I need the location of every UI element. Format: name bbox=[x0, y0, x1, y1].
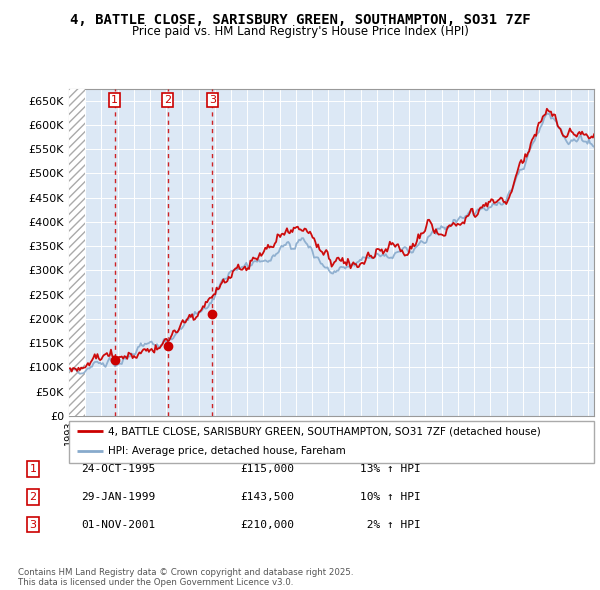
Text: 2: 2 bbox=[164, 95, 171, 105]
Text: Price paid vs. HM Land Registry's House Price Index (HPI): Price paid vs. HM Land Registry's House … bbox=[131, 25, 469, 38]
Text: 2% ↑ HPI: 2% ↑ HPI bbox=[360, 520, 421, 529]
Text: 2: 2 bbox=[29, 492, 37, 502]
Text: Contains HM Land Registry data © Crown copyright and database right 2025.
This d: Contains HM Land Registry data © Crown c… bbox=[18, 568, 353, 587]
Text: 24-OCT-1995: 24-OCT-1995 bbox=[81, 464, 155, 474]
Text: £115,000: £115,000 bbox=[240, 464, 294, 474]
Text: 13% ↑ HPI: 13% ↑ HPI bbox=[360, 464, 421, 474]
Text: HPI: Average price, detached house, Fareham: HPI: Average price, detached house, Fare… bbox=[109, 446, 346, 456]
Text: £143,500: £143,500 bbox=[240, 492, 294, 502]
Text: 1: 1 bbox=[111, 95, 118, 105]
Text: 10% ↑ HPI: 10% ↑ HPI bbox=[360, 492, 421, 502]
Text: 1: 1 bbox=[29, 464, 37, 474]
Bar bbox=[69, 86, 85, 416]
Text: 3: 3 bbox=[209, 95, 216, 105]
Text: £210,000: £210,000 bbox=[240, 520, 294, 529]
Text: 29-JAN-1999: 29-JAN-1999 bbox=[81, 492, 155, 502]
Text: 4, BATTLE CLOSE, SARISBURY GREEN, SOUTHAMPTON, SO31 7ZF: 4, BATTLE CLOSE, SARISBURY GREEN, SOUTHA… bbox=[70, 13, 530, 27]
Text: 4, BATTLE CLOSE, SARISBURY GREEN, SOUTHAMPTON, SO31 7ZF (detached house): 4, BATTLE CLOSE, SARISBURY GREEN, SOUTHA… bbox=[109, 427, 541, 436]
FancyBboxPatch shape bbox=[69, 421, 594, 463]
Text: 01-NOV-2001: 01-NOV-2001 bbox=[81, 520, 155, 529]
Text: 3: 3 bbox=[29, 520, 37, 529]
